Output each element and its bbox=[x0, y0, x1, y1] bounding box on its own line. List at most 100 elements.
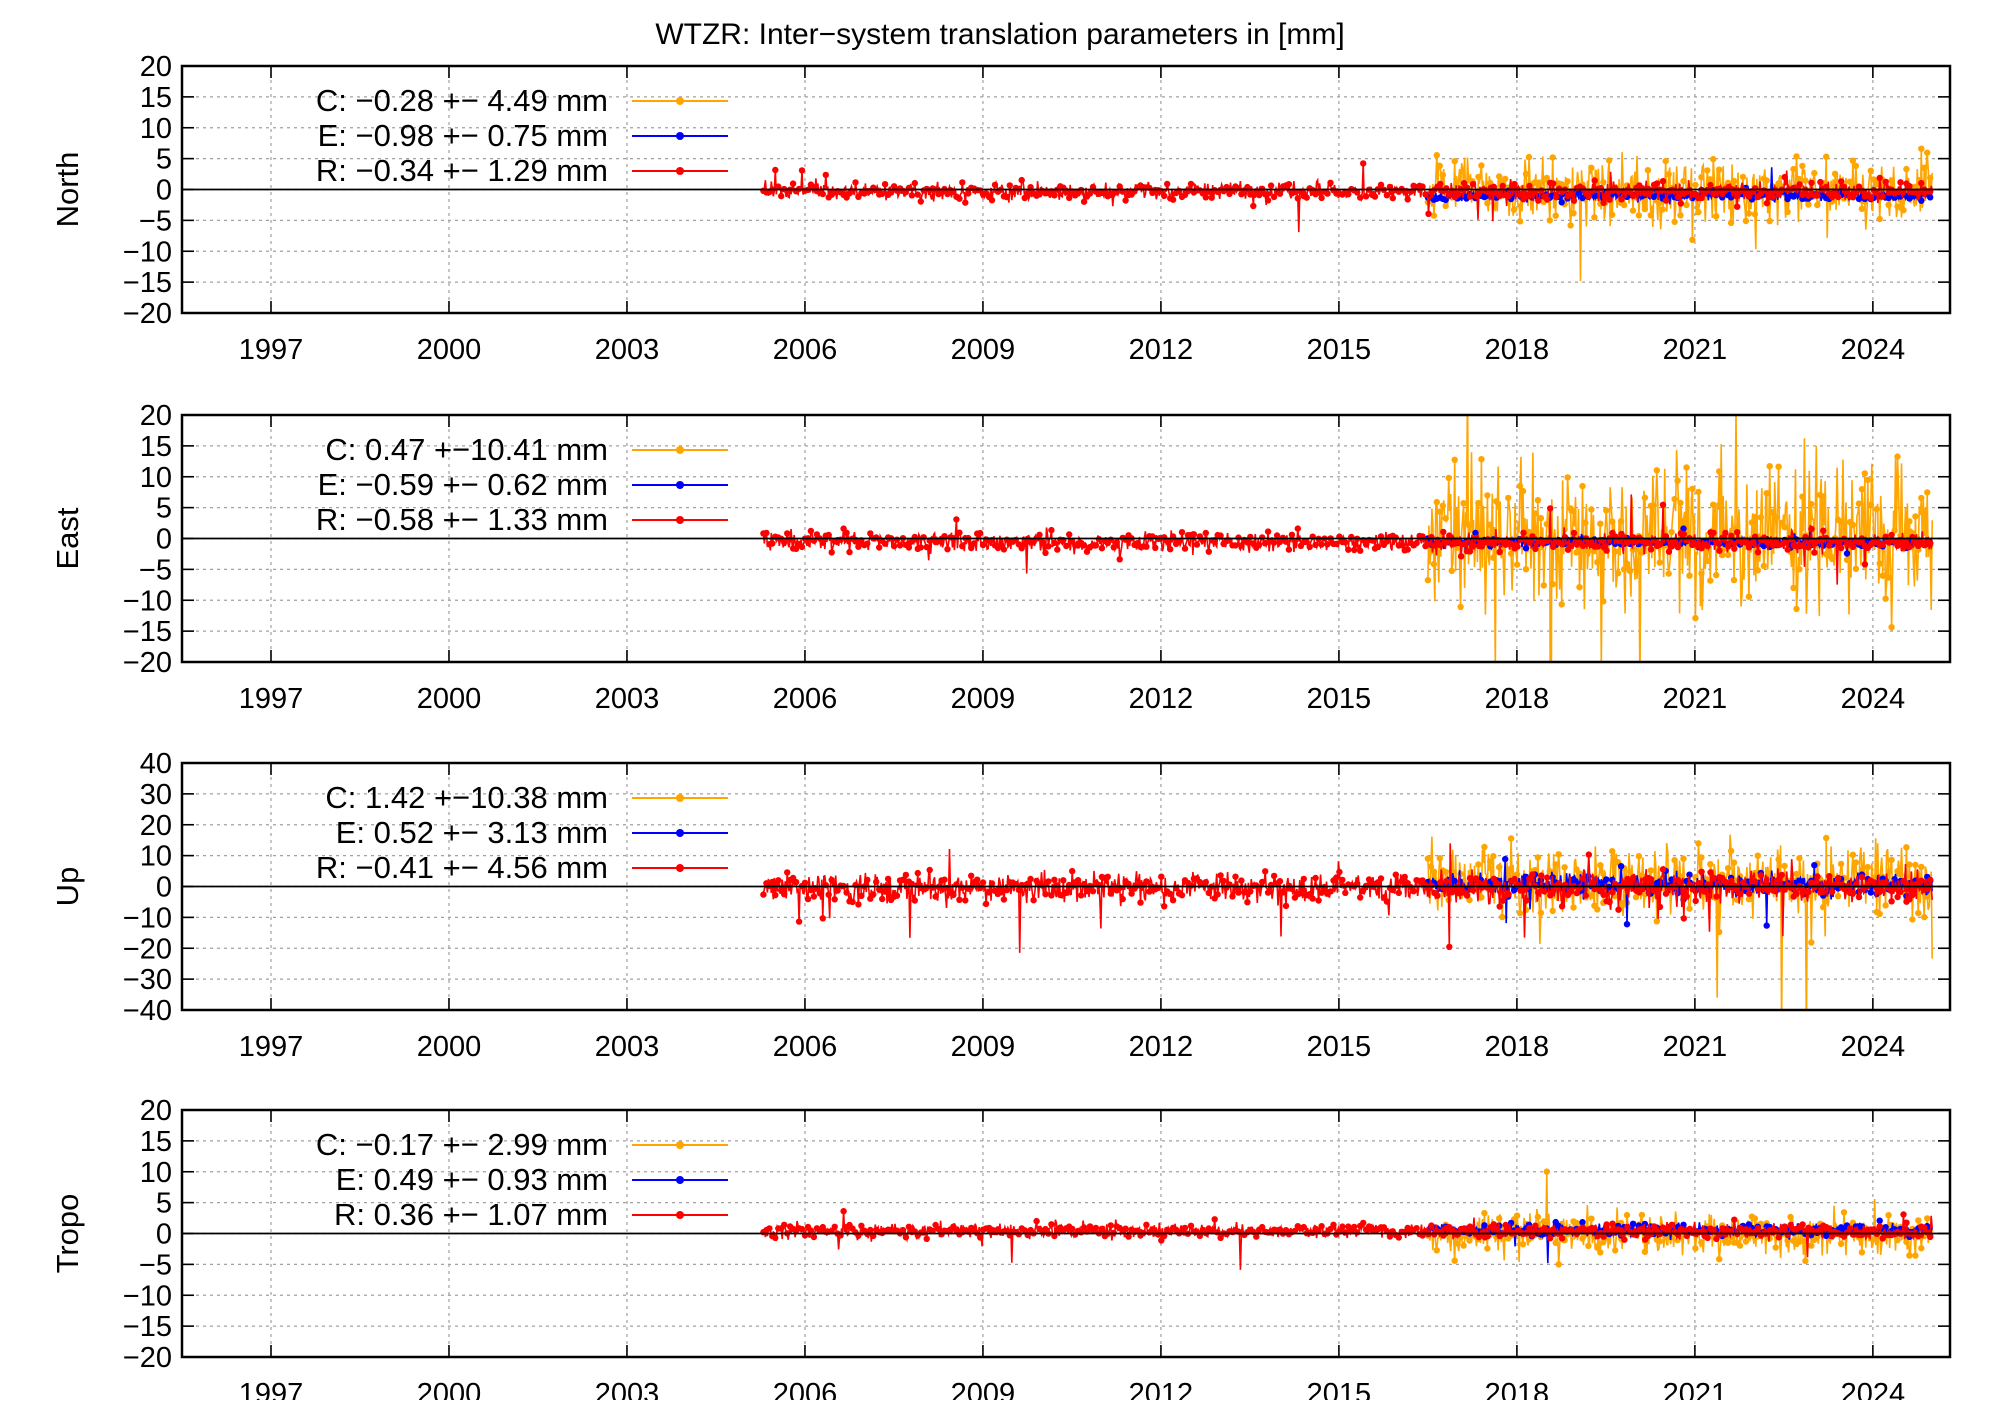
y-tick-label: 5 bbox=[156, 493, 172, 525]
x-tick-label: 2021 bbox=[1663, 683, 1728, 715]
x-tick-label: 2006 bbox=[773, 1378, 838, 1400]
data-point-C bbox=[1778, 1028, 1784, 1034]
x-tick-label: 1997 bbox=[239, 334, 304, 366]
series-line-C bbox=[1427, 834, 1933, 1010]
x-tick-label: 2006 bbox=[773, 1031, 838, 1063]
x-tick-label: 2012 bbox=[1129, 334, 1194, 366]
x-tick-label: 1997 bbox=[239, 1031, 304, 1063]
y-tick-label: 5 bbox=[156, 1188, 172, 1220]
y-axis-label: Up bbox=[50, 867, 85, 907]
y-tick-label: −20 bbox=[123, 933, 172, 965]
legend-label-C: C: 1.42 +−10.38 mm bbox=[325, 780, 608, 815]
data-layer bbox=[760, 834, 1934, 1034]
x-tick-label: 2009 bbox=[951, 334, 1016, 366]
y-tick-label: −20 bbox=[123, 647, 172, 679]
y-tick-label: 10 bbox=[140, 462, 172, 494]
legend-marker-E bbox=[676, 481, 684, 489]
legend-label-E: E: −0.59 +− 0.62 mm bbox=[318, 467, 608, 502]
y-tick-label: −10 bbox=[123, 1280, 172, 1312]
y-tick-label: −15 bbox=[123, 616, 172, 648]
series-line-C bbox=[1427, 1171, 1933, 1265]
y-tick-label: −5 bbox=[139, 554, 172, 586]
y-tick-label: 20 bbox=[140, 400, 172, 432]
y-tick-label: −5 bbox=[139, 1249, 172, 1281]
legend-marker-E bbox=[676, 829, 684, 837]
x-tick-label: 2015 bbox=[1307, 334, 1372, 366]
legend-marker-C bbox=[676, 1141, 684, 1149]
y-tick-label: 10 bbox=[140, 113, 172, 145]
y-tick-label: −5 bbox=[139, 205, 172, 237]
legend-marker-R bbox=[676, 1211, 684, 1219]
legend-label-R: R: −0.41 +− 4.56 mm bbox=[316, 850, 608, 885]
y-tick-label: 15 bbox=[140, 431, 172, 463]
y-tick-label: 0 bbox=[156, 175, 172, 207]
y-tick-label: 20 bbox=[140, 1095, 172, 1127]
series-line-R bbox=[762, 494, 1933, 585]
legend-marker-C bbox=[676, 446, 684, 454]
legend-label-E: E: 0.52 +− 3.13 mm bbox=[336, 815, 608, 850]
x-tick-label: 2018 bbox=[1485, 1378, 1550, 1400]
y-tick-label: 15 bbox=[140, 82, 172, 114]
legend-marker-E bbox=[676, 132, 684, 140]
legend-label-C: C: 0.47 +−10.41 mm bbox=[325, 432, 608, 467]
y-tick-label: 15 bbox=[140, 1126, 172, 1158]
data-layer bbox=[760, 1168, 1934, 1270]
legend-marker-C bbox=[676, 794, 684, 802]
y-axis-label: East bbox=[50, 507, 85, 569]
legend-marker-R bbox=[676, 864, 684, 872]
legend-marker-R bbox=[676, 167, 684, 175]
x-tick-label: 2003 bbox=[595, 683, 660, 715]
x-tick-label: 2024 bbox=[1841, 1378, 1906, 1400]
legend-marker-R bbox=[676, 516, 684, 524]
legend-label-C: C: −0.28 +− 4.49 mm bbox=[316, 83, 608, 118]
x-tick-label: 2018 bbox=[1485, 1031, 1550, 1063]
x-tick-label: 2018 bbox=[1485, 334, 1550, 366]
y-tick-label: −10 bbox=[123, 585, 172, 617]
x-tick-label: 2000 bbox=[417, 1378, 482, 1400]
y-tick-label: 20 bbox=[140, 51, 172, 83]
x-tick-label: 2003 bbox=[595, 1378, 660, 1400]
legend-label-R: R: 0.36 +− 1.07 mm bbox=[334, 1197, 608, 1232]
x-tick-label: 2000 bbox=[417, 683, 482, 715]
x-tick-label: 2009 bbox=[951, 683, 1016, 715]
y-tick-label: 0 bbox=[156, 872, 172, 904]
x-tick-label: 2012 bbox=[1129, 1031, 1194, 1063]
legend-marker-E bbox=[676, 1176, 684, 1184]
y-tick-label: −10 bbox=[123, 902, 172, 934]
y-axis-label: North bbox=[50, 152, 85, 228]
x-tick-label: 2012 bbox=[1129, 1378, 1194, 1400]
x-tick-label: 2015 bbox=[1307, 683, 1372, 715]
y-tick-label: 0 bbox=[156, 1219, 172, 1251]
legend-marker-C bbox=[676, 97, 684, 105]
y-tick-label: −30 bbox=[123, 964, 172, 996]
y-tick-label: −40 bbox=[123, 995, 172, 1027]
x-tick-label: 2024 bbox=[1841, 1031, 1906, 1063]
y-tick-label: 5 bbox=[156, 144, 172, 176]
y-tick-label: 30 bbox=[140, 779, 172, 811]
y-tick-label: 40 bbox=[140, 748, 172, 780]
y-tick-label: −20 bbox=[123, 298, 172, 330]
series-line-C bbox=[1427, 148, 1933, 282]
x-tick-label: 2024 bbox=[1841, 334, 1906, 366]
x-tick-label: 2006 bbox=[773, 683, 838, 715]
data-layer bbox=[760, 145, 1934, 282]
y-tick-label: 0 bbox=[156, 524, 172, 556]
x-tick-label: 2000 bbox=[417, 1031, 482, 1063]
y-tick-label: 10 bbox=[140, 841, 172, 873]
x-tick-label: 1997 bbox=[239, 683, 304, 715]
x-tick-label: 2012 bbox=[1129, 683, 1194, 715]
legend-label-R: R: −0.58 +− 1.33 mm bbox=[316, 502, 608, 537]
chart-title: WTZR: Inter−system translation parameter… bbox=[655, 18, 1344, 51]
y-tick-label: −10 bbox=[123, 236, 172, 268]
legend-label-E: E: −0.98 +− 0.75 mm bbox=[318, 118, 608, 153]
x-tick-label: 2021 bbox=[1663, 1378, 1728, 1400]
x-tick-label: 2003 bbox=[595, 1031, 660, 1063]
x-tick-label: 1997 bbox=[239, 1378, 304, 1400]
y-axis-label: Tropo bbox=[50, 1194, 85, 1274]
y-tick-label: −15 bbox=[123, 1311, 172, 1343]
